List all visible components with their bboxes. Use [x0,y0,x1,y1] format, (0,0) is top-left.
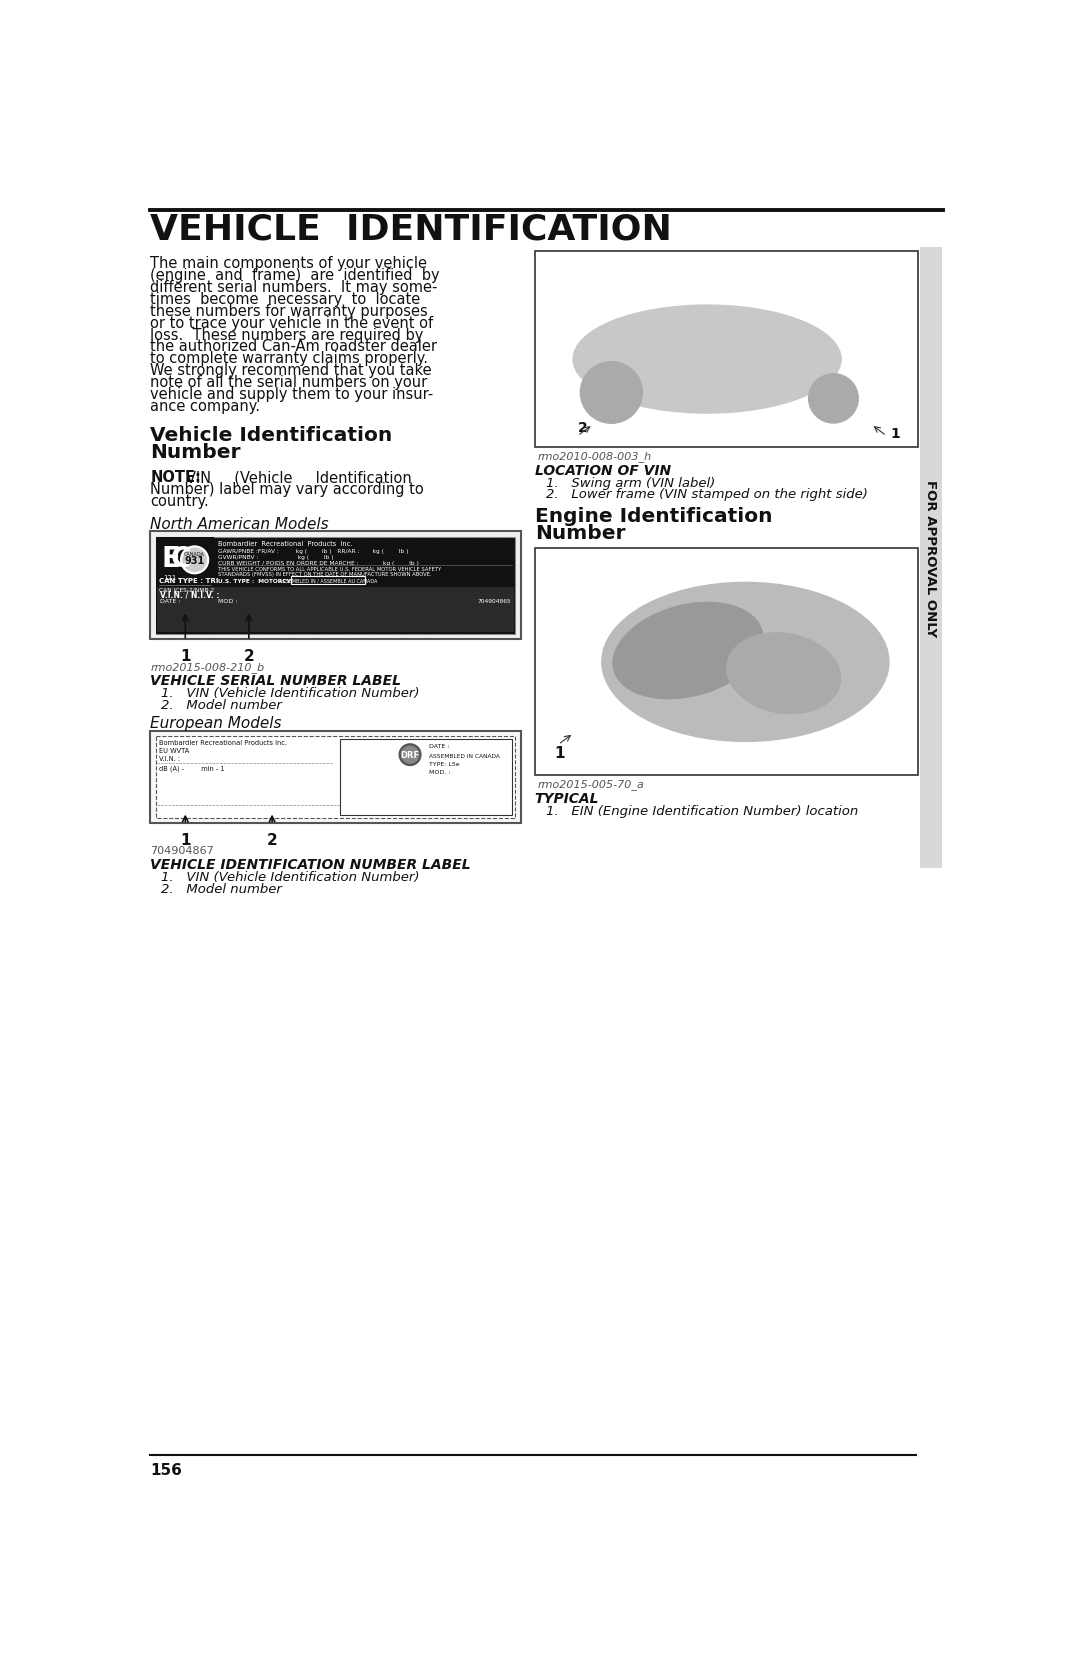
Text: E: E [162,545,180,573]
Text: Vehicle Identification: Vehicle Identification [150,426,393,444]
Text: Number: Number [535,524,625,542]
Text: to complete warranty claims properly.: to complete warranty claims properly. [150,351,429,366]
Text: 1.   EIN (Engine Identification Number) location: 1. EIN (Engine Identification Number) lo… [545,804,858,817]
Text: 2: 2 [577,421,587,436]
Text: CURB WEIGHT / POIDS EN ORDRE DE MARCHE :             kg (        lb ): CURB WEIGHT / POIDS EN ORDRE DE MARCHE :… [218,560,418,565]
Text: MOD :: MOD : [218,598,237,603]
Text: NOTE:: NOTE: [150,471,202,486]
Text: U.S. TYPE :  MOTORCYCLE: U.S. TYPE : MOTORCYCLE [218,578,302,583]
Circle shape [401,747,418,764]
Bar [156,537,214,635]
Text: 1: 1 [891,426,901,441]
Text: dB (A) -        min - 1: dB (A) - min - 1 [159,766,224,772]
Text: 2.   Model number: 2. Model number [161,882,282,895]
Text: 1.   VIN (Vehicle Identification Number): 1. VIN (Vehicle Identification Number) [161,870,419,883]
Text: We strongly recommend that you take: We strongly recommend that you take [150,363,432,378]
Text: 2.   Lower frame (VIN stamped on the right side): 2. Lower frame (VIN stamped on the right… [545,489,867,500]
Text: 1.   Swing arm (VIN label): 1. Swing arm (VIN label) [545,477,715,489]
Text: North American Models: North American Models [150,517,329,532]
Text: 2.   Model number: 2. Model number [161,698,282,711]
Text: CAN TYPE : TRI: CAN TYPE : TRI [159,577,219,583]
Text: 1.   VIN (Vehicle Identification Number): 1. VIN (Vehicle Identification Number) [161,686,419,699]
Circle shape [180,547,208,575]
Text: VEHICLE SERIAL NUMBER LABEL: VEHICLE SERIAL NUMBER LABEL [150,674,401,688]
Text: EU WVTA: EU WVTA [159,747,189,754]
Bar [150,731,521,824]
Bar [158,588,514,633]
Text: rmo2015-005-70_a: rmo2015-005-70_a [538,779,644,790]
Text: ance company.: ance company. [150,399,260,414]
Text: 2: 2 [243,650,254,664]
Text: these numbers for warranty purposes: these numbers for warranty purposes [150,303,428,318]
Ellipse shape [727,633,841,714]
Bar [150,532,521,640]
Text: Engine Identification: Engine Identification [535,507,773,525]
Text: (engine  and  frame)  are  identified  by: (engine and frame) are identified by [150,268,440,283]
Text: 704904865: 704904865 [477,598,511,603]
Text: V.I.N. :: V.I.N. : [159,756,180,761]
Text: 1: 1 [180,833,191,848]
Text: rmo2010-008-003_h: rmo2010-008-003_h [538,451,652,462]
Bar [291,577,365,585]
Text: GAWR/PNBE :FR/AV :         kg (        lb )   RR/AR :       kg (        lb ): GAWR/PNBE :FR/AV : kg ( lb ) RR/AR : kg … [218,548,409,553]
Text: Number: Number [150,442,241,461]
Bar [339,739,511,815]
Bar [156,737,515,819]
Text: ASSEMBLED IN / ASSEMBLÉ AU CANADA: ASSEMBLED IN / ASSEMBLÉ AU CANADA [278,578,377,583]
Text: GVWR/PNBV :                     kg (        lb ): GVWR/PNBV : kg ( lb ) [218,555,334,560]
Text: different serial numbers.  It may some-: different serial numbers. It may some- [150,280,437,295]
Text: LOCATION OF VIN: LOCATION OF VIN [535,464,671,477]
Text: the authorized Can-Am roadster dealer: the authorized Can-Am roadster dealer [150,340,437,355]
Text: note of all the serial numbers on your: note of all the serial numbers on your [150,374,428,389]
Text: CANADA: CANADA [185,552,205,557]
Text: ASSEMBLED IN CANADA: ASSEMBLED IN CANADA [429,754,500,759]
Circle shape [182,548,206,572]
Text: VEHICLE  IDENTIFICATION: VEHICLE IDENTIFICATION [150,212,672,247]
Ellipse shape [573,307,841,414]
Text: DATE :: DATE : [160,598,181,603]
Text: European Models: European Models [150,716,282,731]
Text: C: C [171,545,191,573]
Text: 704904867: 704904867 [150,845,214,855]
Bar [535,252,918,447]
Bar [535,548,918,775]
Text: vehicle and supply them to your insur-: vehicle and supply them to your insur- [150,388,433,403]
Bar [920,249,942,868]
Text: rmo2015-008-210_b: rmo2015-008-210_b [150,661,265,673]
Circle shape [580,363,642,424]
Text: DRF: DRF [400,751,419,759]
Text: MOD. :: MOD. : [429,769,450,774]
Text: FOR APPROVAL ONLY: FOR APPROVAL ONLY [924,479,937,636]
Text: 1: 1 [180,650,191,664]
Text: or to trace your vehicle in the event of: or to trace your vehicle in the event of [150,315,433,330]
Circle shape [809,374,858,424]
Bar [156,537,515,635]
Circle shape [399,744,420,766]
Text: Bombardier Recreational Products Inc.: Bombardier Recreational Products Inc. [159,739,287,746]
Text: DATE :: DATE : [429,744,450,749]
Ellipse shape [602,583,889,742]
Text: 931: 931 [185,555,205,565]
Text: 156: 156 [150,1461,182,1476]
Text: VIN     (Vehicle     Identification: VIN (Vehicle Identification [186,471,412,486]
Text: VEHICLE IDENTIFICATION NUMBER LABEL: VEHICLE IDENTIFICATION NUMBER LABEL [150,858,471,872]
Text: CAN ICES-2/NMB-2: CAN ICES-2/NMB-2 [159,587,214,592]
Text: times  become  necessary  to  locate: times become necessary to locate [150,292,420,307]
Text: 2: 2 [267,833,277,848]
Text: Bombardier  Recreational  Products  Inc.: Bombardier Recreational Products Inc. [218,540,352,547]
Text: THIS VEHICLE CONFORMS TO ALL APPLICABLE U.S. FEDERAL MOTOR VEHICLE SAFETY: THIS VEHICLE CONFORMS TO ALL APPLICABLE … [218,567,441,572]
Text: loss.  These numbers are required by: loss. These numbers are required by [150,328,424,343]
Text: TYPICAL: TYPICAL [535,792,600,805]
Ellipse shape [614,603,763,699]
Text: 1: 1 [554,746,564,761]
Text: STANDARDS (FMVSS) IN EFFECT ON THE DATE OF MANUFACTURE SHOWN ABOVE.: STANDARDS (FMVSS) IN EFFECT ON THE DATE … [218,572,431,577]
Text: The main components of your vehicle: The main components of your vehicle [150,255,428,270]
Text: 121: 121 [163,575,176,580]
Text: V.I.N. / N.I.V. :: V.I.N. / N.I.V. : [160,590,220,598]
Text: TYPE: L5e: TYPE: L5e [429,761,460,767]
Text: Number) label may vary according to: Number) label may vary according to [150,482,425,497]
Text: country.: country. [150,494,209,509]
